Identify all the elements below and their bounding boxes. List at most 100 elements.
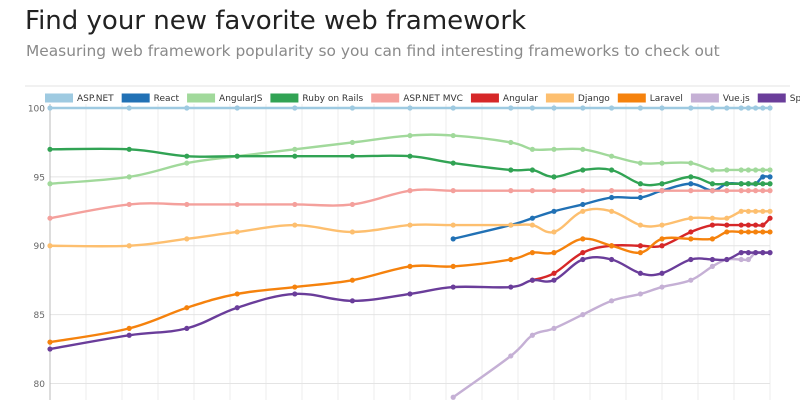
data-point-asp-net <box>184 105 190 111</box>
data-point-asp-net <box>580 105 586 111</box>
data-point-laravel <box>659 236 665 242</box>
data-point-react <box>580 201 586 208</box>
data-point-laravel <box>580 236 586 242</box>
data-point-django <box>767 208 773 214</box>
data-point-vue-js <box>709 263 716 269</box>
data-point-spring <box>760 250 766 256</box>
data-point-asp-net-mvc <box>184 201 190 208</box>
y-tick-label: 100 <box>28 105 45 115</box>
data-point-django <box>709 215 716 221</box>
data-point-vue-js <box>508 353 514 359</box>
data-point-ruby-on-rails <box>724 181 730 187</box>
data-point-react <box>450 236 456 242</box>
data-point-asp-net <box>659 105 665 111</box>
data-point-ruby-on-rails <box>659 181 665 187</box>
data-point-asp-net-mvc <box>637 188 644 194</box>
legend-swatch-django <box>545 93 574 103</box>
data-point-spring <box>126 332 132 338</box>
data-point-angularjs <box>738 167 744 173</box>
data-point-angularjs <box>709 167 716 173</box>
data-point-asp-net <box>760 105 766 111</box>
data-point-asp-net-mvc <box>47 215 53 221</box>
data-point-ruby-on-rails <box>767 181 773 187</box>
data-point-angular <box>659 243 665 249</box>
data-point-spring <box>508 284 514 290</box>
data-point-django <box>508 222 514 228</box>
legend-swatch-angularjs <box>187 93 216 103</box>
data-point-angular <box>637 243 644 249</box>
data-point-asp-net <box>407 105 413 111</box>
data-point-spring <box>292 291 298 297</box>
data-point-spring <box>724 256 730 263</box>
data-point-ruby-on-rails <box>450 160 456 166</box>
data-point-asp-net-mvc <box>688 188 694 194</box>
series-line-vue-js <box>452 250 772 399</box>
data-point-django <box>292 222 298 228</box>
data-point-spring <box>709 256 716 263</box>
data-point-laravel <box>551 250 557 256</box>
data-point-ruby-on-rails <box>47 146 53 152</box>
data-point-django <box>47 243 53 249</box>
data-point-django <box>407 222 413 228</box>
data-point-django <box>688 215 694 221</box>
y-tick-label: 80 <box>34 380 46 390</box>
data-point-vue-js <box>529 332 536 338</box>
data-point-ruby-on-rails <box>292 153 298 159</box>
data-point-laravel <box>688 236 694 242</box>
data-point-angularjs <box>688 160 694 166</box>
y-tick-label: 95 <box>34 173 45 183</box>
legend-label-spring: Spring <box>790 94 800 104</box>
series-line-react <box>452 175 772 241</box>
data-point-django <box>609 208 615 214</box>
data-point-spring <box>637 270 644 276</box>
data-point-laravel <box>529 250 536 256</box>
data-point-angular <box>760 222 766 228</box>
data-point-vue-js <box>580 312 586 318</box>
legend-swatch-vue-js <box>690 93 719 103</box>
data-point-angularjs <box>450 132 456 139</box>
data-point-react <box>760 174 766 180</box>
legend-label-asp-net: ASP.NET <box>77 94 114 104</box>
data-point-django <box>349 229 355 235</box>
data-point-laravel <box>349 277 355 283</box>
data-point-react <box>551 208 557 214</box>
legend-swatch-asp-net-mvc <box>371 93 400 103</box>
data-point-ruby-on-rails <box>508 167 514 173</box>
data-point-asp-net-mvc <box>760 188 766 194</box>
data-point-spring <box>609 256 615 263</box>
data-point-asp-net-mvc <box>709 188 716 194</box>
data-point-spring <box>47 346 53 352</box>
data-point-laravel <box>637 250 644 256</box>
data-point-vue-js <box>738 256 744 263</box>
y-tick-label: 85 <box>34 311 45 321</box>
data-point-react <box>688 181 694 187</box>
data-point-angularjs <box>184 160 190 166</box>
data-point-django <box>184 236 190 242</box>
data-point-laravel <box>767 229 773 235</box>
page-subtitle: Measuring web framework popularity so yo… <box>26 42 720 60</box>
data-point-angularjs <box>551 146 557 152</box>
legend-label-ruby-on-rails: Ruby on Rails <box>302 94 363 104</box>
data-point-angularjs <box>724 167 730 173</box>
data-point-angularjs <box>760 167 766 173</box>
data-point-angular <box>580 250 586 256</box>
data-point-ruby-on-rails <box>709 181 716 187</box>
legend-label-laravel: Laravel <box>650 94 683 104</box>
legend-swatch-asp-net <box>45 93 73 103</box>
data-point-ruby-on-rails <box>609 167 615 173</box>
data-point-laravel <box>184 305 190 311</box>
data-point-django <box>580 208 586 214</box>
data-point-asp-net-mvc <box>126 201 132 208</box>
data-point-asp-net-mvc <box>508 188 514 194</box>
data-point-django <box>450 222 456 228</box>
data-point-django <box>760 208 766 214</box>
data-point-asp-net-mvc <box>745 188 752 194</box>
data-point-angularjs <box>767 167 773 173</box>
data-point-asp-net-mvc <box>659 188 665 194</box>
data-point-angular <box>753 222 759 228</box>
data-point-ruby-on-rails <box>529 167 536 173</box>
data-point-ruby-on-rails <box>753 181 759 187</box>
data-point-ruby-on-rails <box>760 181 766 187</box>
legend-label-angular: Angular <box>503 94 538 104</box>
data-point-django <box>659 222 665 228</box>
